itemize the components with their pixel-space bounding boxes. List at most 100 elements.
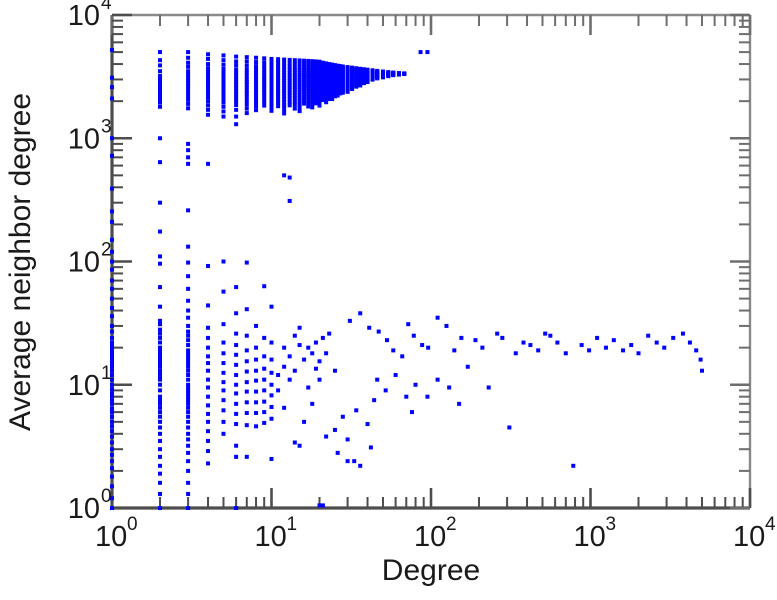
data-point	[186, 97, 191, 102]
data-point	[206, 438, 211, 443]
data-point	[269, 456, 274, 461]
data-point	[317, 68, 322, 73]
data-point	[186, 94, 191, 99]
data-point	[287, 103, 292, 108]
data-point	[110, 372, 114, 377]
data-point	[310, 70, 315, 75]
data-point	[313, 83, 318, 88]
data-point	[302, 89, 307, 94]
data-point	[327, 63, 332, 68]
data-point	[292, 82, 297, 87]
data-point	[262, 60, 267, 65]
data-point	[269, 404, 274, 409]
data-point	[324, 83, 329, 88]
data-point	[221, 431, 226, 436]
data-point	[317, 78, 322, 83]
data-point	[297, 95, 302, 100]
data-point	[297, 67, 302, 72]
data-point	[221, 388, 226, 393]
data-point	[282, 97, 287, 102]
svg-text:3: 3	[606, 514, 617, 535]
data-point	[110, 305, 114, 310]
data-point	[262, 76, 267, 81]
data-point	[186, 329, 191, 334]
data-point	[287, 99, 292, 104]
data-point	[158, 463, 163, 468]
data-point	[269, 416, 274, 421]
svg-text:3: 3	[101, 116, 112, 137]
data-point	[306, 58, 311, 63]
data-point	[313, 101, 318, 106]
data-point	[234, 401, 239, 406]
data-point	[110, 419, 114, 424]
svg-text:0: 0	[101, 486, 112, 507]
data-point	[262, 103, 267, 108]
data-point	[254, 79, 259, 84]
data-point	[206, 79, 211, 84]
data-point	[287, 354, 292, 359]
data-point	[320, 65, 325, 70]
data-point	[186, 343, 191, 348]
data-point	[320, 90, 325, 95]
data-point	[269, 64, 274, 69]
data-point	[206, 403, 211, 408]
data-point	[234, 88, 239, 93]
data-point	[158, 394, 163, 399]
data-point	[158, 58, 163, 63]
data-point	[110, 382, 114, 387]
data-point	[297, 70, 302, 75]
data-point	[324, 85, 329, 90]
data-point	[444, 323, 449, 328]
data-point	[352, 459, 357, 464]
data-point	[158, 364, 163, 369]
data-point	[310, 90, 315, 95]
data-point	[234, 85, 239, 90]
data-point	[269, 86, 274, 91]
data-point	[221, 289, 226, 294]
data-point	[317, 65, 322, 70]
data-point	[254, 90, 259, 95]
data-point	[110, 440, 114, 445]
data-point	[262, 70, 267, 75]
data-point	[292, 333, 297, 338]
data-point	[324, 68, 329, 73]
svg-text:10: 10	[68, 123, 100, 155]
data-point	[335, 93, 340, 98]
data-point	[244, 106, 249, 111]
data-point	[297, 82, 302, 87]
data-point	[234, 63, 239, 68]
data-point	[324, 95, 329, 100]
data-point	[244, 82, 249, 87]
data-point	[310, 65, 315, 70]
data-point	[158, 419, 163, 424]
data-point	[244, 111, 249, 116]
data-point	[234, 331, 239, 336]
data-point	[186, 106, 191, 111]
data-point	[310, 77, 315, 82]
data-point	[186, 382, 191, 387]
data-point	[310, 72, 315, 77]
data-point	[158, 348, 163, 353]
data-point	[110, 249, 114, 254]
data-point	[234, 443, 239, 448]
data-point	[158, 69, 163, 74]
data-point	[158, 372, 163, 377]
data-point	[317, 100, 322, 105]
data-point	[297, 87, 302, 92]
data-point	[320, 84, 325, 89]
data-point	[262, 93, 267, 98]
data-point	[327, 331, 332, 336]
data-point	[186, 155, 191, 160]
data-point	[306, 68, 311, 73]
data-point	[276, 67, 281, 72]
data-point	[234, 391, 239, 396]
data-point	[206, 449, 211, 454]
data-point	[409, 410, 414, 415]
data-point	[110, 48, 114, 52]
data-point	[186, 459, 191, 464]
data-point	[282, 364, 287, 369]
data-point	[254, 424, 259, 429]
data-point	[287, 85, 292, 90]
data-point	[302, 58, 307, 63]
data-point	[313, 95, 318, 100]
